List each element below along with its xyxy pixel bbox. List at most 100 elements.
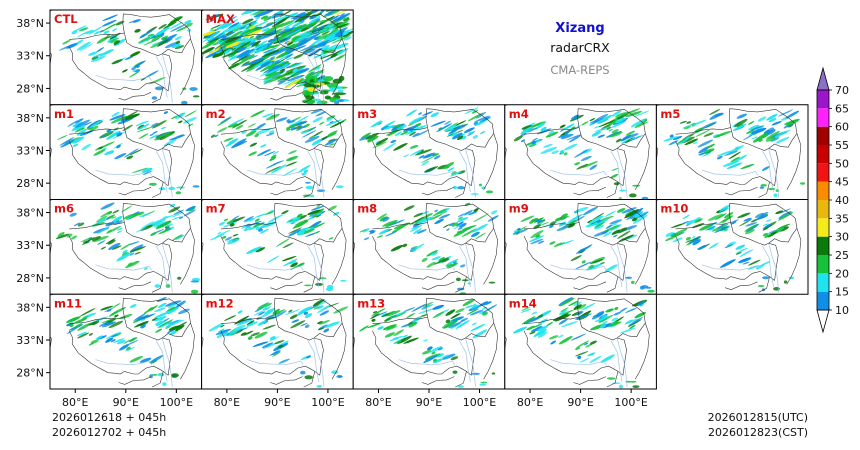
- boundaries: [656, 199, 802, 293]
- colorbar-level-label: 45: [835, 176, 849, 189]
- panel-label: m8: [357, 202, 377, 216]
- radar-echoes: [208, 299, 349, 388]
- boundaries: [50, 294, 195, 388]
- map-panels: CTL MAX m1 m2 m3 m4 m5 m6 m7 m8 m9 m10 m11 m12 m13 m14: [49, 9, 809, 390]
- colorbar-segment: [817, 163, 829, 182]
- colorbar-level-label: 10: [835, 304, 849, 317]
- boundaries: [50, 199, 195, 293]
- radar-echoes: [513, 108, 650, 200]
- colorbar-level-label: 65: [835, 102, 849, 115]
- colorbar-level-label: 60: [835, 121, 849, 134]
- lon-tick-label: 90°E: [264, 396, 290, 409]
- variable-title: radarCRX: [550, 40, 610, 55]
- radar-echoes: [55, 202, 201, 294]
- lat-tick-label: 28°N: [16, 272, 44, 285]
- lon-tick-label: 90°E: [113, 396, 139, 409]
- boundaries: [201, 104, 347, 198]
- lat-tick-label: 38°N: [16, 207, 44, 220]
- map-panel-m5: m5: [655, 104, 809, 200]
- map-panel-m9: m9: [504, 199, 657, 295]
- panel-label: m5: [660, 107, 680, 121]
- colorbar-segment: [817, 291, 829, 310]
- boundaries: [201, 294, 347, 388]
- map-panel-m6: m6: [49, 199, 203, 295]
- lat-tick-label: 38°N: [16, 112, 44, 125]
- boundaries: [353, 199, 499, 293]
- panel-label: m9: [509, 202, 529, 216]
- panel-label: m2: [206, 107, 226, 121]
- longitude-axis: 80°E 90°E 100°E 80°E 90°E 100°E 80°E 90°E 100°E 8…: [62, 389, 648, 409]
- colorbar-segment: [817, 236, 829, 255]
- colorbar: 10 15 20 25 30 35 40 45 50 55 60 65 70: [816, 66, 849, 334]
- colorbar-level-label: 70: [835, 84, 849, 97]
- colorbar-level-label: 20: [835, 267, 849, 280]
- colorbar-segment: [817, 200, 829, 219]
- boundaries: [353, 294, 499, 388]
- panel-label: m10: [660, 202, 688, 216]
- lon-tick-label: 100°E: [311, 396, 344, 409]
- map-panel-m13: m13: [352, 293, 506, 390]
- boundaries: [201, 10, 347, 104]
- colorbar-segment: [817, 126, 829, 145]
- lon-tick-label: 100°E: [160, 396, 193, 409]
- map-panel-m10: m10: [655, 199, 809, 295]
- boundaries: [504, 104, 650, 198]
- map-panel-m2: m2: [201, 104, 354, 200]
- map-panel-m8: m8: [352, 199, 506, 295]
- lon-tick-label: 90°E: [567, 396, 593, 409]
- lon-tick-label: 100°E: [614, 396, 647, 409]
- lon-tick-label: 80°E: [365, 396, 391, 409]
- boundaries: [353, 104, 499, 198]
- boundaries: [50, 104, 195, 198]
- radar-echoes: [512, 206, 655, 293]
- colorbar-segment: [817, 90, 829, 109]
- panel-label: MAX: [206, 12, 235, 26]
- boundaries: [504, 294, 650, 388]
- radar-echoes: [664, 204, 795, 292]
- latitude-axis: 38°N 33°N 28°N 38°N 33°N 28°N 38°N 33°N 28°N 38°N…: [16, 17, 50, 380]
- map-panel-m7: m7: [201, 199, 354, 295]
- radar-echoes: [663, 109, 806, 198]
- radar-echoes: [66, 297, 190, 386]
- boundaries: [656, 104, 802, 198]
- panel-label: m6: [54, 202, 74, 216]
- init-time-utc: 2026012618 + 045h: [52, 411, 166, 424]
- lat-tick-label: 38°N: [16, 301, 44, 314]
- map-panel-max: MAX: [201, 9, 354, 106]
- colorbar-segment: [817, 181, 829, 200]
- valid-time-cst: 2026012823(CST): [708, 426, 808, 439]
- colorbar-level-label: 50: [835, 157, 849, 170]
- colorbar-level-label: 30: [835, 231, 849, 244]
- model-title: CMA-REPS: [550, 63, 609, 77]
- colorbar-segment: [817, 218, 829, 237]
- panel-label: m1: [54, 107, 74, 121]
- lat-tick-label: 33°N: [16, 239, 44, 252]
- colorbar-level-label: 40: [835, 194, 849, 207]
- map-panel-m14: m14: [504, 293, 657, 390]
- radar-echoes: [58, 14, 200, 105]
- radar-echoes: [56, 110, 200, 195]
- map-panel-m12: m12: [201, 293, 354, 390]
- lon-tick-label: 100°E: [463, 396, 496, 409]
- colorbar-level-label: 35: [835, 212, 849, 225]
- lat-tick-label: 33°N: [16, 144, 44, 157]
- lon-tick-label: 80°E: [214, 396, 240, 409]
- colorbar-level-label: 25: [835, 249, 849, 262]
- panel-label: m13: [357, 296, 385, 310]
- valid-time-utc: 2026012815(UTC): [708, 411, 808, 424]
- region-title: Xizang: [555, 21, 604, 36]
- map-panel-m11: m11: [49, 293, 203, 390]
- colorbar-segment: [817, 145, 829, 164]
- lat-tick-label: 33°N: [16, 50, 44, 63]
- lat-tick-label: 33°N: [16, 334, 44, 347]
- lat-tick-label: 28°N: [16, 367, 44, 380]
- panel-label: m14: [509, 296, 537, 310]
- map-panel-ctl: CTL: [49, 9, 203, 106]
- map-panel-m4: m4: [504, 104, 657, 200]
- map-panel-m3: m3: [352, 104, 506, 200]
- radar-echoes: [513, 297, 648, 389]
- panel-label: m7: [206, 202, 226, 216]
- colorbar-over-extend: [816, 66, 830, 91]
- panel-label: m4: [509, 107, 529, 121]
